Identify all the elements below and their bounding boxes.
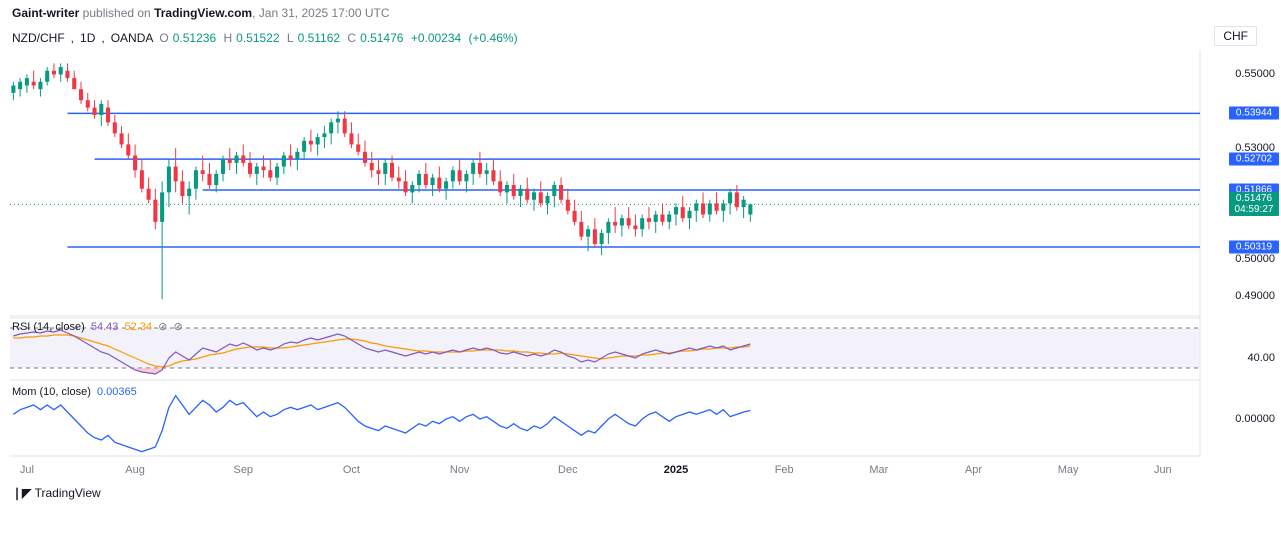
x-axis-label: Jul [20, 464, 34, 476]
x-axis-label: Mar [869, 464, 888, 476]
publisher: Gaint-writer [12, 6, 79, 20]
x-axis-label: Nov [450, 464, 470, 476]
x-axis-label: Jun [1154, 464, 1172, 476]
x-axis-label: Feb [775, 464, 794, 476]
publish-info: Gaint-writer published on TradingView.co… [0, 0, 1281, 26]
x-axis-label: Apr [965, 464, 982, 476]
interval[interactable]: 1D [80, 31, 95, 45]
chart-area[interactable]: NZD/CHF , 1D , OANDA O0.51236 H0.51522 L… [0, 26, 1281, 506]
x-axis-label: Oct [343, 464, 360, 476]
site: TradingView.com [154, 6, 252, 20]
currency-badge: CHF [1214, 26, 1257, 46]
x-axis-label: Dec [558, 464, 578, 476]
mom-label[interactable]: Mom (10, close) 0.00365 [12, 386, 137, 398]
x-axis-label: Sep [233, 464, 253, 476]
x-axis-label: 2025 [664, 464, 688, 476]
rsi-label[interactable]: RSI (14, close) 54.43 52.34 ⊘ ⊘ [12, 320, 183, 333]
symbol-pair[interactable]: NZD/CHF [12, 31, 65, 45]
source: OANDA [111, 31, 154, 45]
symbol-header: NZD/CHF , 1D , OANDA O0.51236 H0.51522 L… [12, 26, 1269, 50]
x-axis-label: Aug [125, 464, 145, 476]
x-axis-label: May [1058, 464, 1079, 476]
ohlc: O0.51236 H0.51522 L0.51162 C0.51476 +0.0… [159, 31, 521, 45]
